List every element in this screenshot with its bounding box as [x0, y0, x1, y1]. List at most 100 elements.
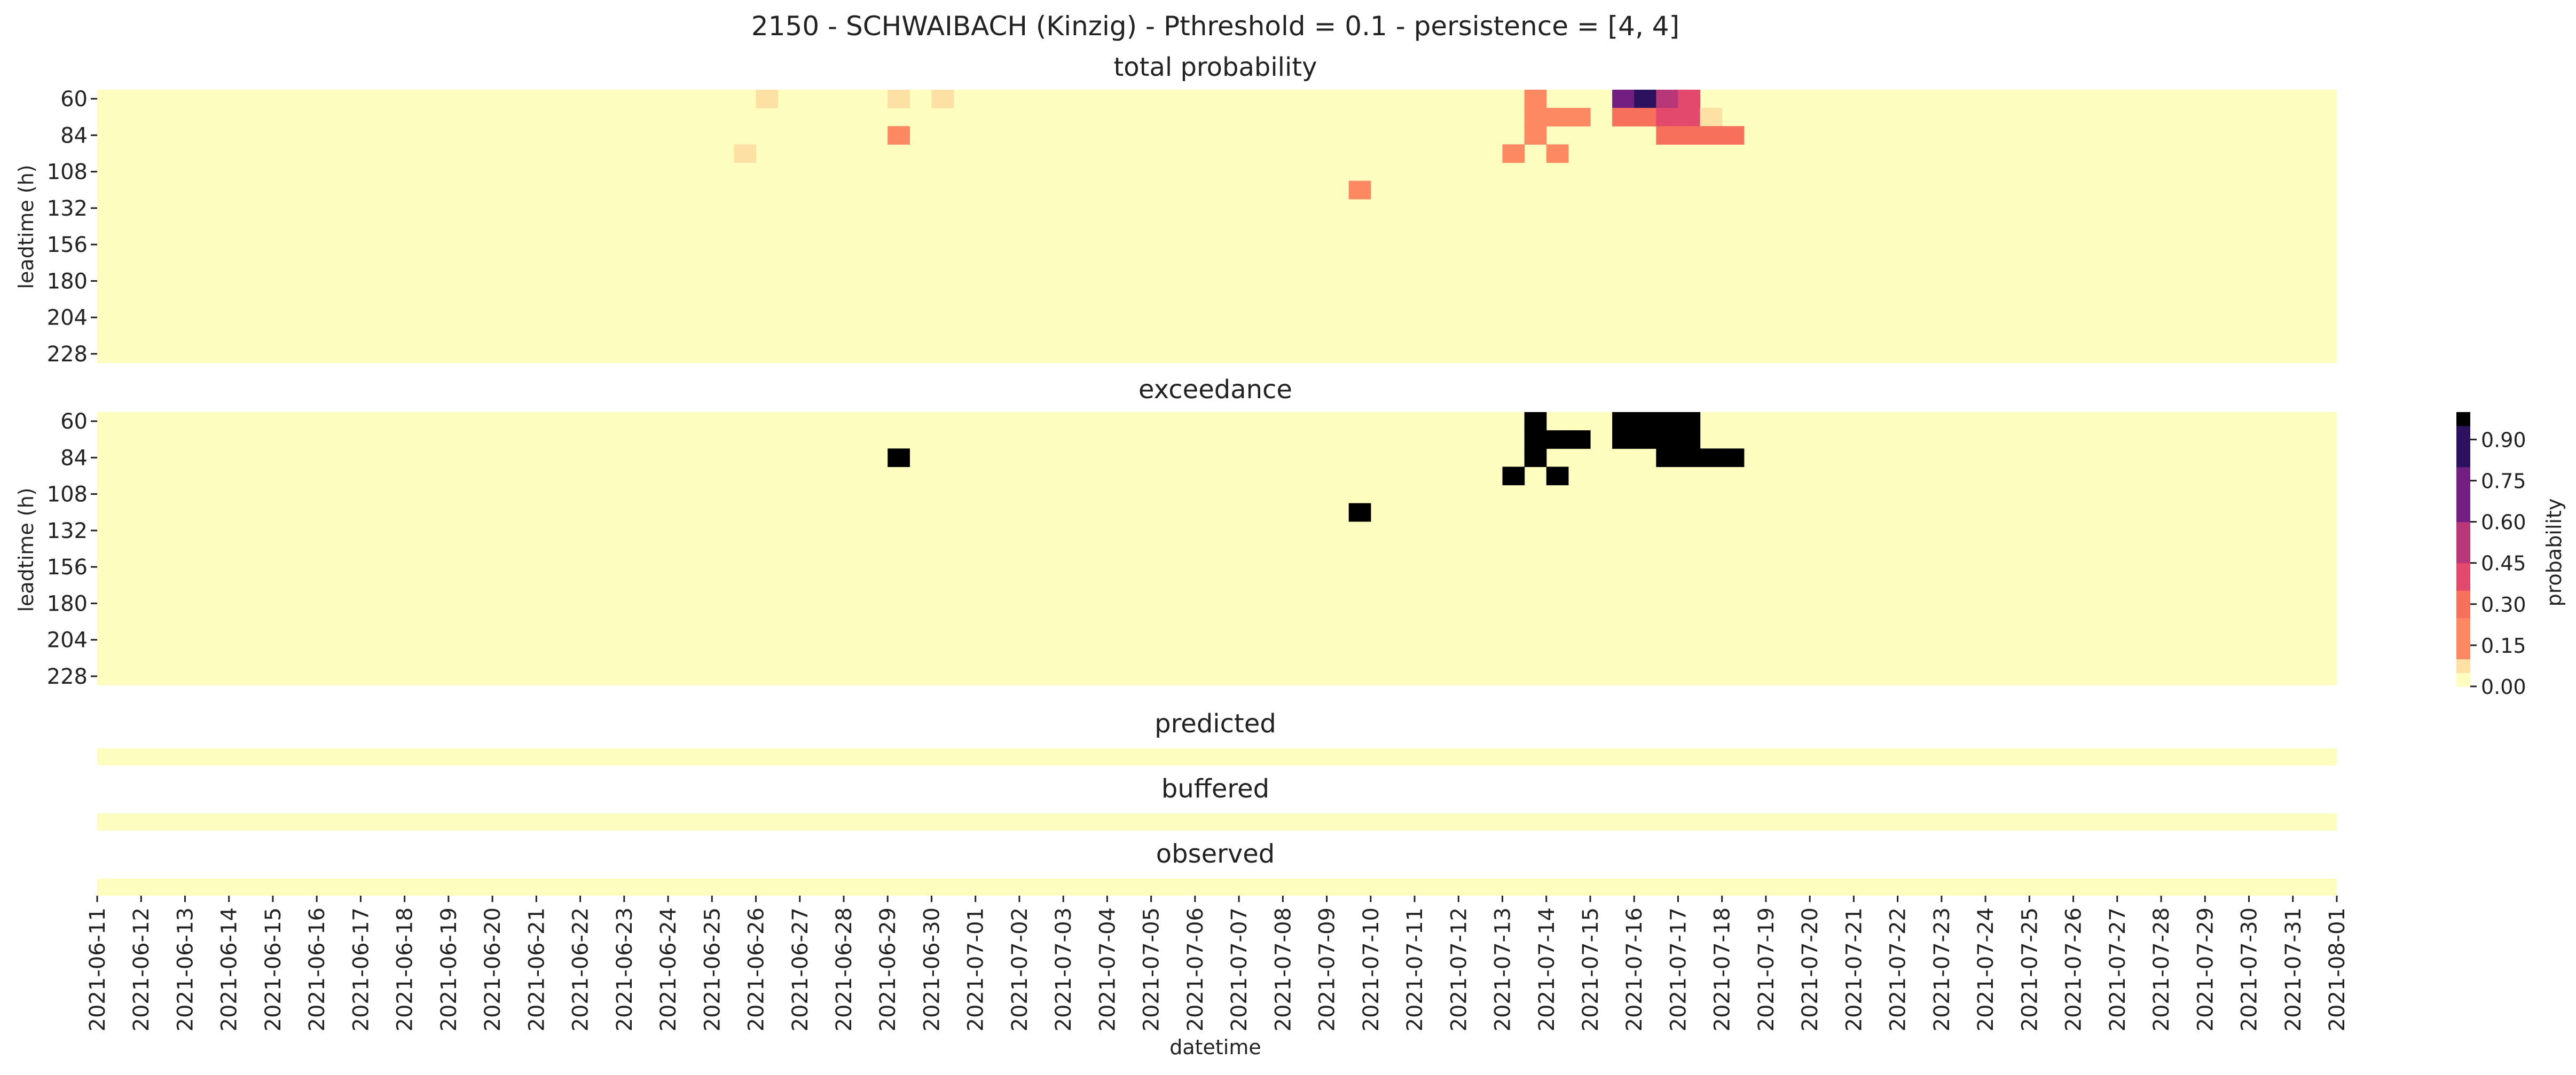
- panel-total-probability: total probability leadtime (h) 60 84 108 13…: [14, 52, 2337, 367]
- panel-title: total probability: [1113, 52, 1317, 82]
- heatmap-cell: [1656, 126, 1679, 145]
- heatmap-cell: [1700, 448, 1723, 467]
- x-tick-label: 2021-06-12: [129, 907, 154, 1031]
- y-tick-label: 108: [47, 483, 88, 507]
- panel-observed: observed 2021-06-11 2021-06-12 2021-06-13 2…: [85, 839, 2350, 1059]
- x-tick-label: 2021-07-02: [1008, 907, 1032, 1031]
- x-tick-label: 2021-06-24: [656, 907, 681, 1031]
- heatmap-cells: [97, 748, 2337, 765]
- colorbar-segment: [2456, 453, 2470, 468]
- x-tick-label: 2021-07-29: [2193, 907, 2218, 1031]
- x-tick-label: 2021-07-31: [2281, 907, 2306, 1031]
- colorbar-segment: [2456, 549, 2470, 564]
- heatmap-cell: [1546, 108, 1569, 127]
- figure-title: 2150 - SCHWAIBACH (Kinzig) - Pthreshold …: [751, 11, 1679, 42]
- heatmap-background: [97, 90, 2337, 363]
- heatmap-cell: [1524, 90, 1547, 108]
- y-ticks: 60 84 108 132 156 180 204 228: [47, 87, 97, 367]
- heatmap-cells: [97, 813, 2337, 831]
- heatmap-cell: [1634, 412, 1656, 431]
- y-ticks: 60 84 108 132 156 180 204 228: [47, 409, 97, 689]
- x-tick-label: 2021-07-13: [1491, 907, 1515, 1031]
- heatmap-cells: [97, 90, 2337, 363]
- y-tick-label: 108: [47, 160, 88, 185]
- heatmap-cell: [1678, 412, 1701, 431]
- heatmap-cell: [1656, 90, 1679, 108]
- x-tick-label: 2021-07-04: [1095, 907, 1120, 1031]
- heatmap-cell: [1546, 467, 1569, 486]
- y-tick-label: 84: [60, 446, 88, 470]
- x-tick-label: 2021-08-01: [2325, 907, 2350, 1031]
- colorbar-segment: [2456, 590, 2470, 605]
- heatmap-cell: [1634, 108, 1656, 127]
- x-tick-label: 2021-07-24: [1974, 907, 1998, 1031]
- x-tick-label: 2021-07-27: [2106, 907, 2130, 1031]
- x-axis-label: datetime: [1169, 1036, 1261, 1059]
- x-tick-label: 2021-06-14: [217, 907, 242, 1031]
- x-tick-label: 2021-06-15: [261, 907, 286, 1031]
- colorbar-segment: [2456, 425, 2470, 440]
- x-tick-label: 2021-07-22: [1886, 907, 1911, 1031]
- panel-exceedance: exceedance leadtime (h) 60 84 108 132 156 180…: [14, 375, 2337, 689]
- heatmap-cell: [1524, 108, 1547, 127]
- x-tick-label: 2021-06-30: [920, 907, 944, 1031]
- colorbar-tick-label: 0.60: [2481, 511, 2526, 534]
- x-tick-label: 2021-07-03: [1051, 907, 1076, 1031]
- colorbar-segment: [2456, 673, 2470, 687]
- heatmap-cell: [1678, 108, 1701, 127]
- x-tick-label: 2021-06-11: [85, 907, 110, 1031]
- y-tick-label: 228: [47, 665, 88, 689]
- y-tick-label: 132: [47, 196, 88, 221]
- heatmap-cell: [1678, 430, 1701, 449]
- x-tick-label: 2021-07-10: [1359, 907, 1384, 1031]
- heatmap-cell: [1502, 467, 1525, 486]
- y-tick-label: 60: [60, 87, 88, 112]
- x-tick-label: 2021-07-30: [2237, 907, 2262, 1031]
- x-tick-label: 2021-06-28: [832, 907, 857, 1031]
- heatmap-cell: [1502, 144, 1525, 163]
- colorbar-segment: [2456, 645, 2470, 660]
- heatmap-cell: [1348, 180, 1371, 200]
- colorbar-ticks: 0.00 0.15 0.30 0.45 0.60 0.75 0.90: [2470, 428, 2526, 699]
- y-tick-label: 228: [47, 342, 88, 367]
- x-tick-label: 2021-06-23: [612, 907, 637, 1031]
- x-tick-label: 2021-07-15: [1578, 907, 1603, 1031]
- x-tick-label: 2021-06-27: [788, 907, 813, 1031]
- heatmap-cell: [1612, 108, 1635, 127]
- x-tick-label: 2021-07-20: [1798, 907, 1823, 1031]
- y-tick-label: 84: [60, 123, 88, 148]
- y-tick-label: 180: [47, 269, 88, 294]
- y-tick-label: 204: [47, 628, 88, 653]
- x-tick-label: 2021-06-16: [305, 907, 329, 1031]
- x-ticks: 2021-06-11 2021-06-12 2021-06-13 2021-06-14…: [85, 896, 2350, 1031]
- colorbar-segment: [2456, 535, 2470, 550]
- y-tick-label: 156: [47, 233, 88, 257]
- x-tick-label: 2021-07-17: [1666, 907, 1691, 1031]
- y-tick-label: 132: [47, 519, 88, 543]
- colorbar-segment: [2456, 631, 2470, 646]
- colorbar-tick-label: 0.15: [2481, 634, 2526, 658]
- colorbar-segment: [2456, 659, 2470, 673]
- heatmap-cell: [1678, 90, 1701, 108]
- y-tick-label: 156: [47, 555, 88, 580]
- heatmap-cell: [1656, 412, 1679, 431]
- x-tick-label: 2021-06-17: [349, 907, 373, 1031]
- heatmap-cell: [1546, 430, 1569, 449]
- x-tick-label: 2021-07-12: [1447, 907, 1471, 1031]
- heatmap-cell: [931, 90, 954, 108]
- heatmap-cells: [97, 879, 2337, 896]
- x-tick-label: 2021-07-23: [1930, 907, 1954, 1031]
- heatmap-cell: [1612, 412, 1635, 431]
- heatmap-cell: [1656, 108, 1679, 127]
- colorbar-segment: [2456, 412, 2470, 426]
- colorbar-segments: [2456, 412, 2470, 687]
- heatmap-cell: [1700, 108, 1723, 127]
- x-tick-label: 2021-07-28: [2149, 907, 2174, 1031]
- colorbar-label: probability: [2542, 499, 2566, 607]
- colorbar-segment: [2456, 494, 2470, 509]
- x-tick-label: 2021-07-26: [2062, 907, 2086, 1031]
- colorbar-tick-label: 0.75: [2481, 470, 2526, 493]
- x-tick-label: 2021-07-16: [1622, 907, 1647, 1031]
- heatmap-cell: [1634, 90, 1656, 108]
